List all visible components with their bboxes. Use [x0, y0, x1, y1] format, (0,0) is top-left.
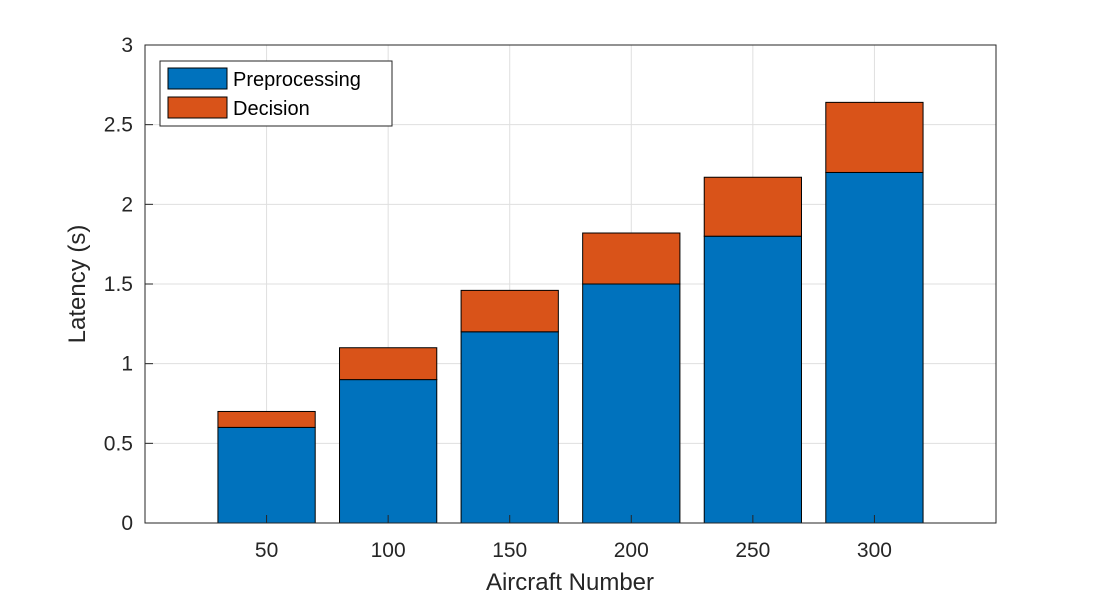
legend: Preprocessing Decision	[159, 60, 393, 127]
bar-preprocessing-200	[582, 283, 681, 524]
x-tick-label: 300	[857, 539, 892, 562]
y-axis-ticks: 0 0.5 1 1.5 2 2.5 3	[104, 34, 153, 535]
y-tick-label: 0	[121, 512, 133, 535]
bar-decision-100	[339, 347, 438, 381]
y-tick-label: 0.5	[104, 432, 133, 455]
x-axis-title: Aircraft Number	[486, 569, 654, 596]
legend-swatch-decision	[167, 96, 228, 119]
bar-preprocessing-300	[825, 171, 924, 524]
y-axis-title: Latency (s)	[64, 225, 91, 344]
legend-label-decision: Decision	[233, 98, 310, 120]
y-tick-label: 2.5	[104, 114, 133, 137]
legend-label-preprocessing: Preprocessing	[233, 69, 361, 91]
y-tick-label: 3	[121, 34, 133, 57]
legend-swatch-preprocessing	[167, 67, 228, 90]
y-tick-label: 2	[121, 193, 133, 216]
bar-decision-250	[703, 176, 802, 237]
y-tick-label: 1.5	[104, 273, 133, 296]
bar-decision-150	[460, 289, 559, 333]
x-tick-label: 250	[735, 539, 770, 562]
plot-frame	[144, 44, 997, 524]
bar-decision-200	[582, 232, 681, 285]
x-tick-label: 100	[371, 539, 406, 562]
bar-preprocessing-250	[703, 235, 802, 524]
bars	[217, 101, 924, 524]
x-tick-label: 200	[614, 539, 649, 562]
bar-decision-50	[217, 410, 316, 428]
bar-preprocessing-100	[339, 379, 438, 524]
bar-decision-300	[825, 101, 924, 173]
x-tick-label: 150	[492, 539, 527, 562]
x-axis-ticks: 50 100 150 200 250 300	[255, 515, 892, 562]
bar-preprocessing-50	[217, 426, 316, 524]
y-tick-label: 1	[121, 353, 133, 376]
x-tick-label: 50	[255, 539, 278, 562]
bar-preprocessing-150	[460, 331, 559, 524]
